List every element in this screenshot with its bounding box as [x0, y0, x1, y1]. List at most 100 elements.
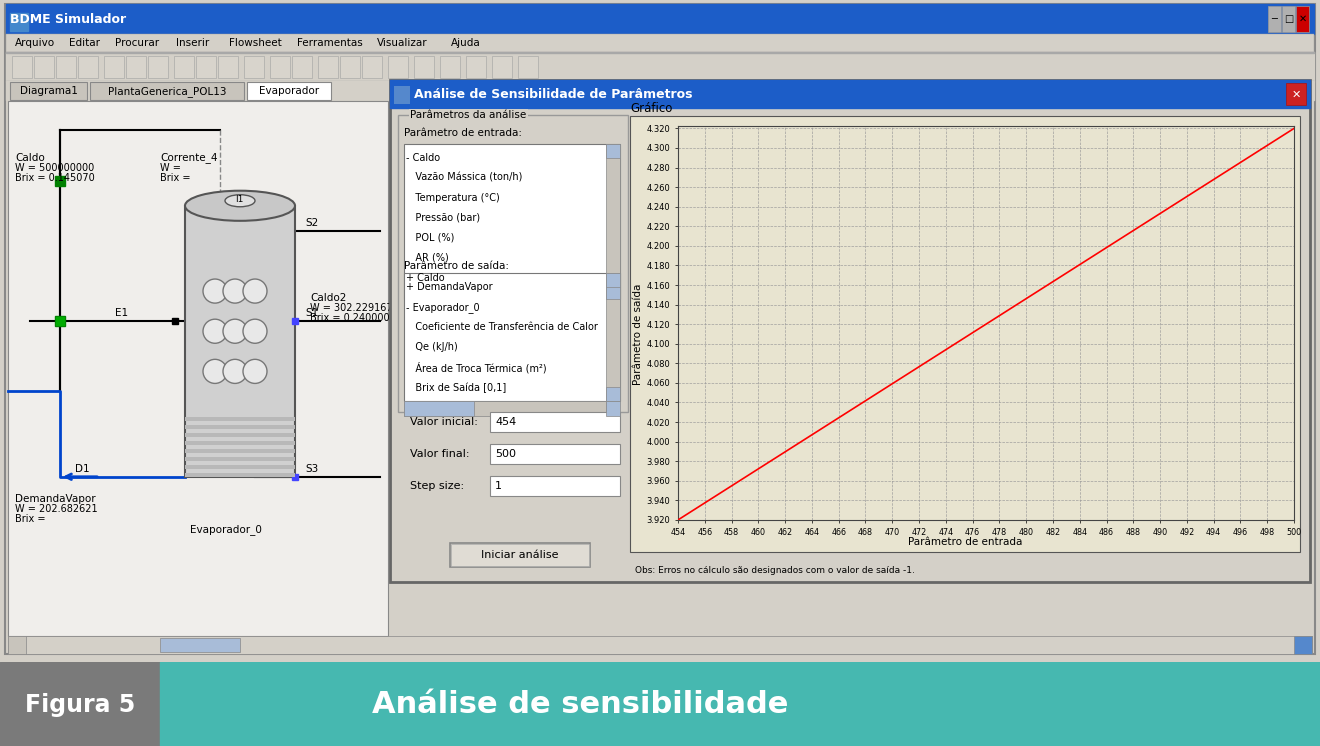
- Text: W = 500000000: W = 500000000: [15, 163, 94, 172]
- Bar: [7, 4, 1313, 34]
- Bar: [195, 56, 216, 78]
- Bar: [34, 56, 54, 78]
- Bar: [185, 424, 294, 429]
- Circle shape: [243, 279, 267, 303]
- Text: Qe (kJ/h): Qe (kJ/h): [407, 342, 458, 352]
- Text: □: □: [1284, 14, 1294, 24]
- Bar: [271, 56, 290, 78]
- Bar: [1286, 84, 1305, 105]
- Circle shape: [203, 319, 227, 343]
- Text: S1: S1: [305, 308, 318, 319]
- Text: Parâmetro de entrada: Parâmetro de entrada: [908, 537, 1022, 547]
- Bar: [341, 56, 360, 78]
- Text: Diagrama1: Diagrama1: [20, 87, 78, 96]
- Circle shape: [223, 319, 247, 343]
- Bar: [104, 56, 124, 78]
- Bar: [1296, 6, 1309, 32]
- Text: + DemandaVapor: + DemandaVapor: [407, 282, 492, 292]
- Text: - Caldo: - Caldo: [407, 153, 440, 163]
- Text: I1: I1: [235, 195, 243, 204]
- Text: Evaporador_0: Evaporador_0: [190, 524, 261, 535]
- Bar: [492, 56, 512, 78]
- Bar: [12, 56, 32, 78]
- Bar: [8, 101, 388, 636]
- Ellipse shape: [224, 195, 255, 207]
- Text: Step size:: Step size:: [411, 480, 465, 491]
- Bar: [517, 56, 539, 78]
- Text: Ajuda: Ajuda: [451, 38, 482, 48]
- Bar: [185, 473, 294, 477]
- Text: DemandaVapor: DemandaVapor: [15, 494, 95, 504]
- Text: ─: ─: [1271, 14, 1278, 24]
- Bar: [8, 636, 26, 654]
- Text: Visualizar: Visualizar: [378, 38, 428, 48]
- Bar: [1282, 6, 1295, 32]
- Bar: [393, 87, 411, 104]
- Text: E1: E1: [115, 308, 128, 319]
- Text: Gráfico: Gráfico: [630, 102, 672, 115]
- Bar: [490, 476, 620, 496]
- Bar: [404, 143, 620, 299]
- Text: Parâmetro de saída: Parâmetro de saída: [634, 283, 643, 385]
- Ellipse shape: [185, 191, 294, 221]
- Bar: [318, 56, 338, 78]
- Text: Brix =: Brix =: [15, 514, 45, 524]
- Text: Caldo: Caldo: [15, 153, 45, 163]
- Bar: [185, 465, 294, 468]
- Bar: [218, 56, 238, 78]
- Text: Figura 5: Figura 5: [25, 693, 135, 717]
- Bar: [388, 56, 408, 78]
- Text: Ferramentas: Ferramentas: [297, 38, 363, 48]
- Bar: [606, 143, 620, 299]
- Bar: [78, 56, 98, 78]
- Circle shape: [243, 360, 267, 383]
- Bar: [0, 662, 160, 746]
- Bar: [606, 285, 620, 299]
- Bar: [160, 662, 1320, 746]
- Text: Pressão (bar): Pressão (bar): [407, 213, 480, 223]
- Bar: [7, 81, 1313, 101]
- Text: Parâmetro de saída:: Parâmetro de saída:: [404, 261, 510, 271]
- Text: AR (%): AR (%): [407, 253, 449, 263]
- Text: W = 202.682621: W = 202.682621: [15, 504, 98, 514]
- Bar: [292, 56, 312, 78]
- Bar: [185, 441, 294, 445]
- Bar: [185, 457, 294, 461]
- Text: Inserir: Inserir: [176, 38, 209, 48]
- Bar: [185, 416, 294, 421]
- Text: W =: W =: [160, 163, 181, 172]
- Bar: [630, 116, 1300, 552]
- Bar: [185, 433, 294, 436]
- Bar: [404, 401, 474, 416]
- Text: Corrente_4: Corrente_4: [160, 153, 218, 163]
- Text: Brix de Saída [0,1]: Brix de Saída [0,1]: [407, 382, 507, 392]
- Bar: [8, 636, 1312, 654]
- Bar: [404, 401, 606, 416]
- Bar: [7, 34, 1313, 52]
- Text: Arquivo: Arquivo: [15, 38, 55, 48]
- Bar: [389, 81, 1309, 108]
- Text: PlantaGenerica_POL13: PlantaGenerica_POL13: [108, 86, 226, 97]
- Text: Iniciar análise: Iniciar análise: [482, 550, 558, 560]
- Bar: [148, 56, 168, 78]
- Bar: [90, 82, 244, 101]
- Bar: [160, 639, 240, 653]
- Text: Área de Troca Térmica (m²): Área de Troca Térmica (m²): [407, 362, 546, 373]
- Text: Coeficiente de Transferência de Calor: Coeficiente de Transferência de Calor: [407, 322, 598, 332]
- Bar: [185, 206, 294, 477]
- Bar: [450, 543, 590, 567]
- Text: Evaporador: Evaporador: [259, 87, 319, 96]
- Bar: [1294, 636, 1312, 654]
- Text: 1: 1: [495, 480, 502, 491]
- Bar: [466, 56, 486, 78]
- Text: Brix = 0.145070: Brix = 0.145070: [15, 172, 95, 183]
- Text: Temperatura (°C): Temperatura (°C): [407, 192, 500, 203]
- Text: Obs: Erros no cálculo são designados com o valor de saída -1.: Obs: Erros no cálculo são designados com…: [635, 565, 915, 574]
- Text: D1: D1: [75, 464, 90, 474]
- Text: Valor inicial:: Valor inicial:: [411, 416, 478, 427]
- Bar: [451, 544, 589, 566]
- Bar: [440, 56, 459, 78]
- Bar: [7, 81, 1313, 82]
- Text: Análise de sensibilidade: Análise de sensibilidade: [372, 690, 788, 719]
- Circle shape: [203, 360, 227, 383]
